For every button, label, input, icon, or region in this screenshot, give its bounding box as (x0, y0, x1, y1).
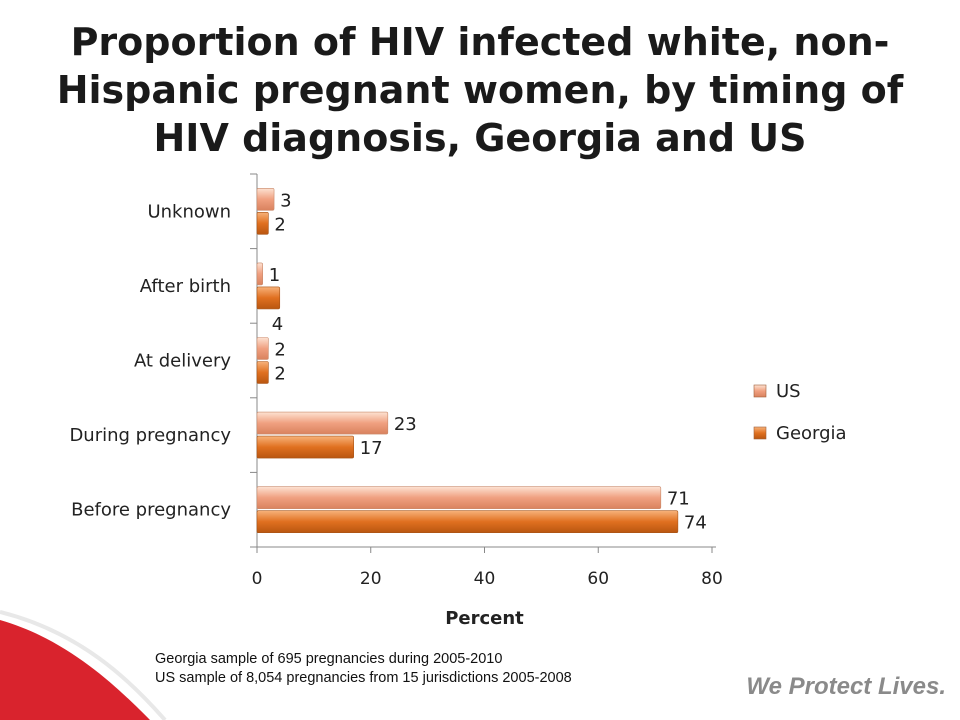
x-tick-label: 60 (587, 569, 609, 589)
category-label: During pregnancy (69, 425, 231, 446)
bar-georgia (256, 212, 269, 235)
legend-swatch-us (753, 384, 767, 398)
category-label: After birth (140, 276, 231, 297)
data-label-georgia: 2 (274, 214, 285, 235)
data-label-us: 2 (274, 340, 285, 361)
data-label-georgia: 17 (360, 438, 383, 459)
bar-georgia (256, 286, 281, 310)
bar-us (256, 188, 275, 211)
data-label-georgia: 4 (272, 314, 283, 335)
bar-us (256, 262, 263, 286)
chart-labels: 3 2 1 4 2 2 23 17 71 74 (269, 190, 707, 533)
legend-swatch-georgia (753, 426, 767, 440)
sample-notes: Georgia sample of 695 pregnancies during… (155, 650, 572, 688)
data-label-us: 1 (269, 265, 280, 286)
legend-label-georgia: Georgia (776, 423, 847, 444)
x-tick-label: 0 (252, 569, 263, 589)
data-label-georgia: 74 (684, 513, 707, 534)
category-label: At delivery (134, 351, 231, 372)
bar-us (256, 337, 269, 360)
data-label-us: 23 (394, 414, 417, 435)
data-label-us: 3 (280, 190, 291, 211)
data-label-georgia: 2 (274, 364, 285, 385)
slide-title: Proportion of HIV infected white, non-Hi… (56, 20, 904, 160)
x-axis-title: Percent (445, 608, 524, 629)
x-tick-label: 40 (474, 569, 496, 589)
category-label: Unknown (147, 201, 231, 222)
chart-bars (256, 188, 679, 534)
grey-swoosh-line (0, 610, 167, 720)
x-tick-label: 20 (360, 569, 382, 589)
category-label: Before pregnancy (71, 500, 231, 521)
chart-axes: 0 20 40 60 80 Percent Unknown After birth At del… (69, 173, 723, 629)
bar-georgia (256, 435, 354, 459)
chart-legend: US Georgia (753, 381, 847, 444)
bar-georgia (256, 361, 269, 384)
bar-georgia (256, 510, 679, 534)
red-swoosh (0, 620, 150, 720)
georgia-sample-note: Georgia sample of 695 pregnancies during… (155, 651, 503, 667)
tagline: We Protect Lives. (746, 673, 946, 700)
legend-label-us: US (776, 381, 801, 402)
bar-us (256, 411, 389, 435)
data-label-us: 71 (667, 489, 690, 510)
bar-us (256, 486, 662, 510)
us-sample-note: US sample of 8,054 pregnancies from 15 j… (155, 670, 572, 686)
x-tick-label: 80 (701, 569, 723, 589)
